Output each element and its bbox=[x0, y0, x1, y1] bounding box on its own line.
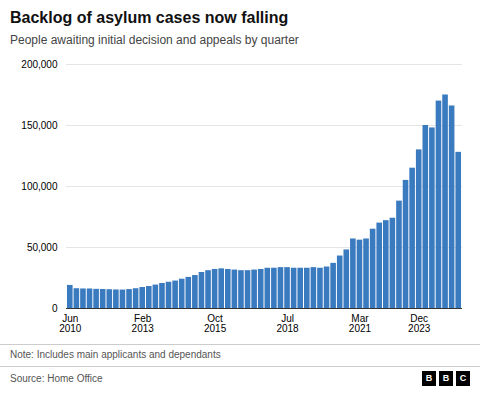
svg-text:Jun2010: Jun2010 bbox=[59, 313, 82, 334]
html-text:B: B bbox=[442, 373, 450, 383]
svg-text:0: 0 bbox=[52, 303, 58, 314]
svg-text:Oct2015: Oct2015 bbox=[204, 313, 227, 334]
svg-text:150,000: 150,000 bbox=[21, 120, 58, 131]
html-text:C: C bbox=[459, 373, 467, 383]
html-text:Backlog of asylum cases now fa: Backlog of asylum cases now falling bbox=[10, 9, 289, 26]
svg-text:Jul2018: Jul2018 bbox=[276, 313, 299, 334]
html-text:People awaiting initial decisi: People awaiting initial decision and app… bbox=[10, 33, 299, 47]
svg-text:100,000: 100,000 bbox=[21, 181, 58, 192]
svg-text:Mar2021: Mar2021 bbox=[349, 313, 372, 334]
html-text:Note: Includes main applicants: Note: Includes main applicants and depen… bbox=[10, 349, 221, 360]
svg-text:Feb2013: Feb2013 bbox=[132, 313, 155, 334]
html-text:Source: Home Office: Source: Home Office bbox=[10, 372, 103, 384]
html-text:B: B bbox=[425, 373, 433, 383]
svg-text:200,000: 200,000 bbox=[21, 59, 58, 70]
svg-text:Dec2023: Dec2023 bbox=[408, 313, 431, 334]
svg-text:50,000: 50,000 bbox=[27, 242, 58, 253]
